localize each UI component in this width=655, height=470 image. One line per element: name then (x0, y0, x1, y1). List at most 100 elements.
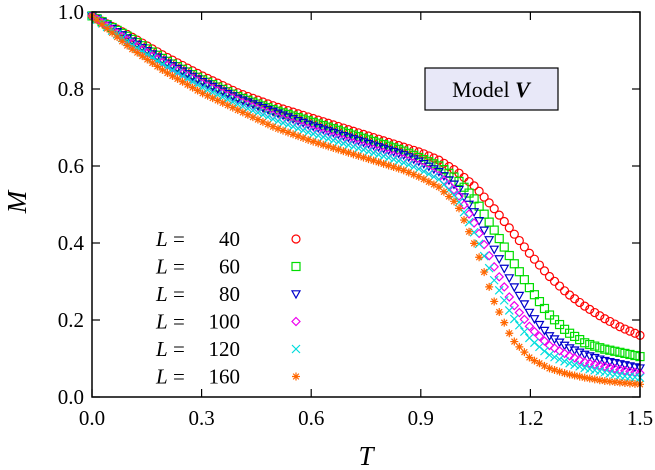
data-point (187, 70, 198, 80)
data-point (575, 372, 584, 381)
data-point (480, 268, 489, 277)
data-point (580, 338, 590, 348)
data-point (464, 188, 474, 198)
data-point (514, 291, 525, 301)
x-tick-label: 0.9 (408, 406, 434, 430)
data-point (494, 271, 505, 282)
data-point (489, 275, 499, 285)
data-point (464, 209, 474, 219)
legend-marker (292, 372, 300, 381)
data-point (565, 370, 574, 379)
data-point (565, 358, 575, 368)
data-point (570, 371, 579, 380)
data-point (575, 361, 585, 371)
data-point (580, 301, 590, 311)
data-point (479, 251, 489, 261)
data-point (549, 315, 560, 325)
data-point (228, 97, 238, 107)
data-point (228, 103, 237, 112)
data-point (429, 180, 438, 189)
data-point (384, 161, 393, 170)
data-point (490, 297, 499, 306)
data-point (545, 364, 554, 373)
data-point (539, 266, 550, 276)
data-point (113, 33, 122, 42)
data-point (233, 99, 243, 109)
legend-marker (291, 316, 301, 327)
data-point (540, 346, 549, 356)
y-tick-label: 1.0 (58, 0, 84, 24)
data-point (349, 142, 358, 152)
data-point (455, 204, 464, 213)
data-point (559, 348, 570, 359)
data-point (218, 98, 227, 107)
data-point (143, 55, 152, 64)
series-160 (88, 11, 644, 389)
data-point (459, 207, 469, 217)
data-point (444, 192, 453, 201)
data-point (218, 84, 228, 94)
data-point (519, 300, 530, 310)
data-point (539, 326, 550, 336)
data-point (514, 307, 525, 318)
data-point (444, 180, 454, 190)
legend-item: L = 100 (155, 310, 301, 334)
data-point (500, 318, 509, 327)
data-point (499, 216, 509, 227)
data-point (178, 77, 187, 86)
data-point (319, 140, 328, 149)
data-point (540, 361, 549, 370)
data-point (359, 153, 368, 162)
data-point (574, 355, 585, 365)
data-point (103, 24, 112, 33)
data-point (233, 91, 243, 102)
data-point (474, 186, 484, 196)
data-point (304, 135, 313, 144)
x-tick-label: 0.3 (188, 406, 214, 430)
data-point (479, 226, 490, 236)
data-point (208, 94, 217, 103)
data-point (494, 255, 505, 265)
data-point (504, 223, 514, 233)
data-point (389, 163, 398, 172)
data-point (544, 310, 555, 320)
data-point (479, 209, 489, 219)
data-point (484, 198, 494, 208)
data-point (555, 367, 564, 376)
data-point (409, 170, 418, 179)
data-point (570, 360, 580, 370)
data-point (595, 343, 605, 353)
data-point (399, 166, 408, 175)
data-point (520, 348, 529, 357)
data-point (554, 281, 565, 291)
data-point (525, 353, 534, 362)
data-point (610, 346, 620, 356)
data-point (529, 326, 540, 337)
data-point (243, 104, 253, 113)
data-point (208, 87, 218, 97)
y-tick-label: 0.4 (58, 231, 85, 255)
data-point (339, 147, 348, 156)
data-point (610, 378, 619, 387)
data-point (479, 192, 489, 202)
data-point (279, 126, 288, 135)
data-point (489, 225, 499, 235)
data-point (167, 59, 178, 69)
data-marks (86, 11, 646, 389)
data-point (504, 274, 515, 284)
data-point (514, 235, 524, 246)
legend-label: 80 (219, 282, 240, 306)
series-120 (87, 11, 645, 383)
data-point (485, 282, 494, 291)
data-point (590, 375, 599, 384)
data-point (344, 148, 353, 157)
data-point (223, 87, 233, 97)
data-point (128, 45, 137, 54)
legend-var: L = (155, 365, 185, 389)
data-point (333, 137, 343, 147)
data-point (167, 63, 178, 73)
data-point (188, 83, 197, 92)
data-point (564, 350, 575, 361)
data-point (374, 158, 383, 167)
